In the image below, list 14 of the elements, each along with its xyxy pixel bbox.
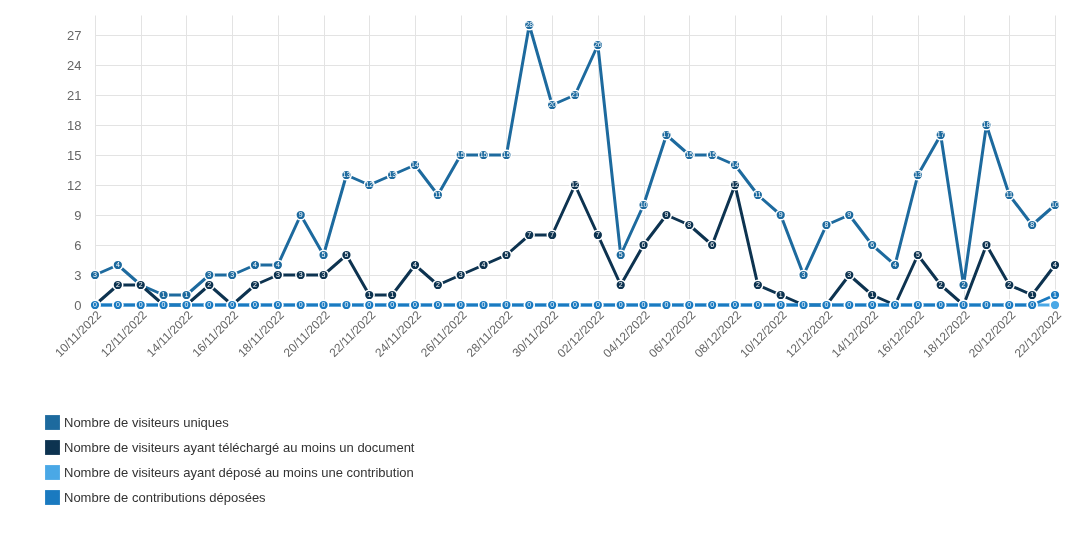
y-tick-label: 0 (74, 297, 82, 313)
legend-label: Nombre de visiteurs ayant déposé au moins une contribution (64, 464, 414, 480)
y-tick-label: 18 (67, 117, 82, 133)
y-tick-label: 24 (67, 57, 82, 73)
legend-label: Nombre de visiteurs uniques (64, 414, 230, 430)
y-tick-label: 6 (74, 237, 82, 253)
y-tick-label: 15 (67, 147, 82, 163)
legend-label: Nombre de visiteurs ayant téléchargé au moins un document (64, 439, 415, 455)
legend-label: Nombre de contributions déposées (64, 489, 267, 505)
y-tick-label: 21 (67, 87, 82, 103)
y-tick-label: 9 (74, 207, 82, 223)
y-tick-label: 3 (74, 267, 82, 283)
y-tick-label: 12 (67, 177, 82, 193)
y-tick-label: 27 (67, 27, 82, 43)
